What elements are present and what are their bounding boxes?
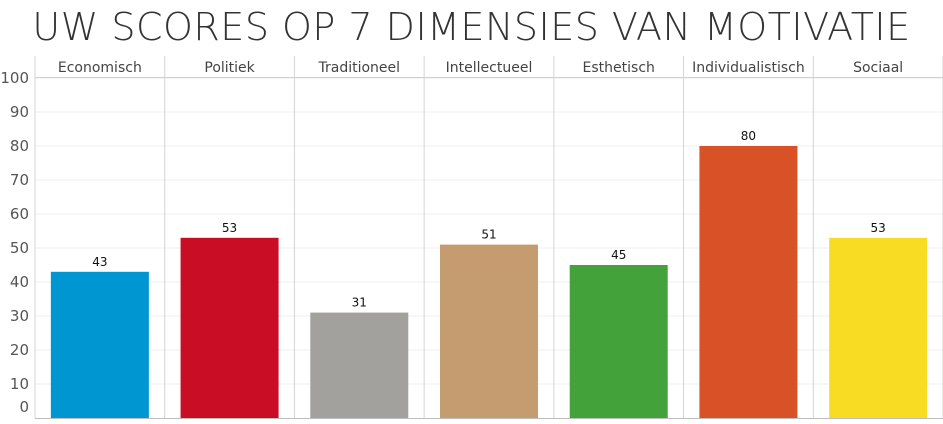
bar-sociaal [829,237,928,418]
value-label-esthetisch: 45 [611,248,626,262]
bars [50,146,928,418]
y-tick-label-40: 40 [10,273,29,291]
panel-separators [34,56,943,418]
category-label-sociaal: Sociaal [853,60,903,76]
value-label-economisch: 43 [92,255,107,269]
y-tick-label-90: 90 [10,103,29,121]
y-tick-label-10: 10 [10,375,29,393]
y-tick-label-0: 0 [19,398,29,416]
y-tick-label-60: 60 [10,205,29,223]
y-tick-label-30: 30 [10,307,29,325]
bar-traditioneel [310,312,409,418]
category-label-traditioneel: Traditioneel [318,60,401,76]
value-label-politiek: 53 [222,221,237,235]
y-tick-label-70: 70 [10,171,29,189]
category-label-politiek: Politiek [204,60,255,76]
y-tick-label-100: 100 [0,69,29,87]
bar-esthetisch [569,265,668,418]
bar-economisch [50,271,149,418]
value-label-sociaal: 53 [871,221,886,235]
bar-politiek [180,237,279,418]
category-label-individualistisch: Individualistisch [692,60,805,76]
value-label-intellectueel: 51 [481,228,496,242]
y-tick-label-50: 50 [10,239,29,257]
category-label-esthetisch: Esthetisch [583,60,655,76]
value-label-traditioneel: 31 [352,296,367,310]
bar-individualistisch [699,146,798,418]
chart-title: UW SCORES OP 7 DIMENSIES VAN MOTIVATIE [32,5,911,49]
bar-intellectueel [440,244,538,418]
y-tick-label-20: 20 [10,341,29,359]
category-label-intellectueel: Intellectueel [446,60,533,76]
y-axis-ticks: 0 10 20 30 40 50 60 70 80 90 100 [0,69,29,416]
category-label-economisch: Economisch [58,60,142,76]
category-labels: Economisch Politiek Traditioneel Intellectu… [58,60,903,76]
y-tick-label-80: 80 [10,137,29,155]
value-label-individualistisch: 80 [741,129,756,143]
value-labels: 43 53 31 51 45 80 53 [92,129,886,310]
